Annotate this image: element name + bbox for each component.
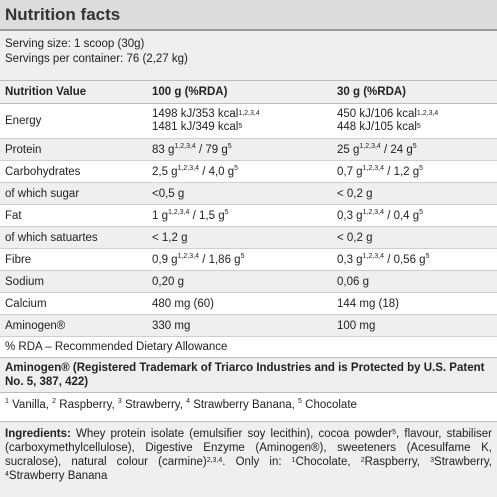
cell-100g: 2,5 g1,2,3,4 / 4,0 g5	[147, 160, 332, 183]
cell-100g: 330 mg	[147, 314, 332, 337]
flavour-item: Strawberry,	[121, 399, 187, 411]
ingredients-block: Ingredients: Whey protein isolate (emuls…	[0, 422, 497, 497]
flavour-item: Strawberry Banana,	[190, 399, 299, 411]
aminogen-note: Aminogen® (Registered Trademark of Triar…	[0, 358, 497, 393]
header-30g: 30 g (%RDA)	[332, 81, 497, 104]
cell-100g: < 1,2 g	[147, 226, 332, 249]
cell-100g: <0,5 g	[147, 182, 332, 205]
table-row-sugar: of which sugar <0,5 g < 0,2 g	[0, 182, 497, 205]
row-label: Calcium	[0, 292, 147, 315]
table-row-protein: Protein 83 g1,2,3,4 / 79 g5 25 g1,2,3,4 …	[0, 138, 497, 161]
table-row-fibre: Fibre 0,9 g1,2,3,4 / 1,86 g5 0,3 g1,2,3,…	[0, 248, 497, 271]
row-label: Energy	[0, 103, 147, 139]
row-label: of which satuartes	[0, 226, 147, 249]
cell-30g: 25 g1,2,3,4 / 24 g5	[332, 138, 497, 161]
cell-100g: 480 mg (60)	[147, 292, 332, 315]
cell-100g: 1498 kJ/353 kcal1,2,3,4 1481 kJ/349 kcal…	[147, 103, 332, 139]
cell-30g: 0,3 g1,2,3,4 / 0,56 g5	[332, 248, 497, 271]
flavour-item: Raspberry,	[56, 399, 118, 411]
cell-30g: 450 kJ/106 kcal1,2,3,4 448 kJ/105 kcal5	[332, 103, 497, 139]
table-row-saturates: of which satuartes < 1,2 g < 0,2 g	[0, 226, 497, 249]
header-100g: 100 g (%RDA)	[147, 81, 332, 104]
row-label: of which sugar	[0, 182, 147, 205]
cell-100g: 0,9 g1,2,3,4 / 1,86 g5	[147, 248, 332, 271]
row-label: Fat	[0, 204, 147, 227]
table-row-sodium: Sodium 0,20 g 0,06 g	[0, 270, 497, 293]
flavour-item: Chocolate	[301, 399, 357, 411]
table-row-aminogen: Aminogen® 330 mg 100 mg	[0, 314, 497, 337]
row-label: Fibre	[0, 248, 147, 271]
flavour-item: Vanilla,	[8, 399, 53, 411]
table-row-energy: Energy 1498 kJ/353 kcal1,2,3,4 1481 kJ/3…	[0, 103, 497, 139]
table-row-calcium: Calcium 480 mg (60) 144 mg (18)	[0, 292, 497, 315]
cell-30g: 144 mg (18)	[332, 292, 497, 315]
title-bar: Nutrition facts	[0, 0, 497, 31]
cell-30g: < 0,2 g	[332, 226, 497, 249]
servings-per-container: Servings per container: 76 (2,27 kg)	[5, 53, 188, 65]
serving-info: Serving size: 1 scoop (30g) Servings per…	[0, 31, 497, 81]
rda-note: % RDA – Recommended Dietary Allowance	[0, 337, 497, 358]
ingredients-label: Ingredients:	[5, 428, 71, 440]
table-row-carbohydrates: Carbohydrates 2,5 g1,2,3,4 / 4,0 g5 0,7 …	[0, 160, 497, 183]
row-label: Carbohydrates	[0, 160, 147, 183]
serving-size: Serving size: 1 scoop (30g)	[5, 38, 145, 50]
flavour-list: 1 Vanilla, 2 Raspberry, 3 Strawberry, 4 …	[0, 393, 497, 422]
row-label: Protein	[0, 138, 147, 161]
header-nutrition-value: Nutrition Value	[0, 81, 147, 104]
row-label: Aminogen®	[0, 314, 147, 337]
cell-30g: 0,06 g	[332, 270, 497, 293]
cell-30g: 100 mg	[332, 314, 497, 337]
nutrition-table: Nutrition Value 100 g (%RDA) 30 g (%RDA)…	[0, 81, 497, 337]
cell-100g: 0,20 g	[147, 270, 332, 293]
cell-100g: 83 g1,2,3,4 / 79 g5	[147, 138, 332, 161]
cell-100g: 1 g1,2,3,4 / 1,5 g5	[147, 204, 332, 227]
table-header-row: Nutrition Value 100 g (%RDA) 30 g (%RDA)	[0, 81, 497, 104]
cell-30g: < 0,2 g	[332, 182, 497, 205]
page-title: Nutrition facts	[5, 4, 121, 24]
cell-30g: 0,7 g1,2,3,4 / 1,2 g5	[332, 160, 497, 183]
table-row-fat: Fat 1 g1,2,3,4 / 1,5 g5 0,3 g1,2,3,4 / 0…	[0, 204, 497, 227]
row-label: Sodium	[0, 270, 147, 293]
cell-30g: 0,3 g1,2,3,4 / 0,4 g5	[332, 204, 497, 227]
